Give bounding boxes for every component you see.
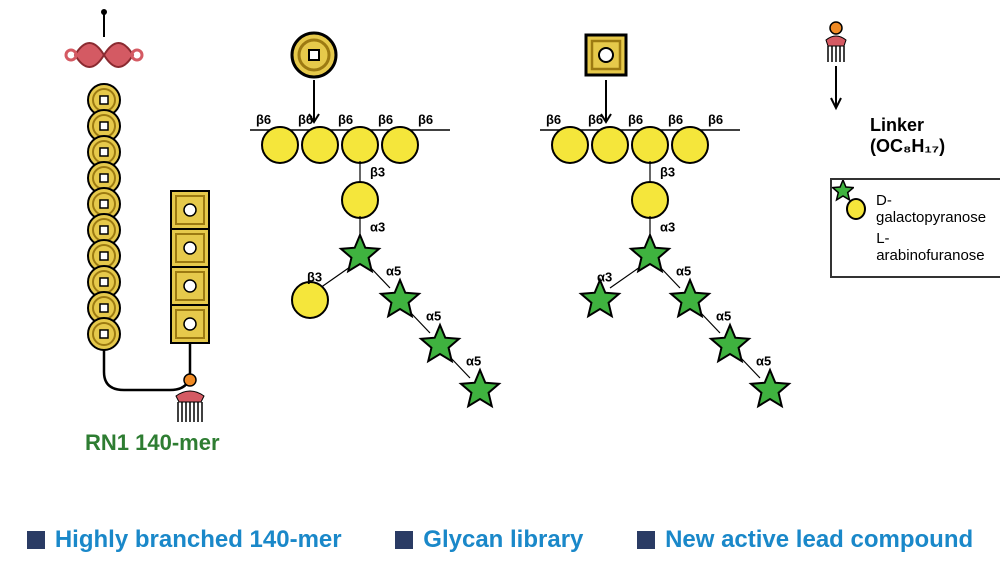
tag-2: New active lead compound (637, 526, 973, 554)
tag-sq-icon (637, 531, 655, 549)
tag-text: Highly branched 140-mer (55, 526, 342, 554)
svg-text:β6: β6 (708, 112, 723, 127)
bottom-tags: Highly branched 140-mer Glycan library N… (0, 526, 1000, 554)
legend-ara-label: L-arabinofuranose (876, 230, 988, 264)
svg-text:β6: β6 (418, 112, 433, 127)
legend-ara-icon (846, 236, 866, 258)
legend-gal-label: D-galactopyranose (876, 192, 988, 226)
svg-text:α5: α5 (386, 264, 401, 279)
tag-1: Glycan library (395, 526, 583, 554)
svg-text:β6: β6 (378, 112, 393, 127)
svg-text:β3: β3 (660, 165, 675, 180)
svg-text:α3: α3 (370, 220, 385, 235)
tag-text: Glycan library (423, 526, 583, 554)
svg-text:β6: β6 (256, 112, 271, 127)
tag-sq-icon (395, 531, 413, 549)
svg-text:β6: β6 (628, 112, 643, 127)
svg-text:α5: α5 (426, 309, 441, 324)
svg-text:α5: α5 (756, 354, 771, 369)
svg-text:β6: β6 (546, 112, 561, 127)
svg-text:β3: β3 (307, 270, 322, 285)
svg-text:β6: β6 (588, 112, 603, 127)
svg-text:β6: β6 (298, 112, 313, 127)
svg-text:β6: β6 (668, 112, 683, 127)
svg-text:β3: β3 (370, 165, 385, 180)
svg-text:α5: α5 (676, 264, 691, 279)
svg-text:α3: α3 (597, 270, 612, 285)
legend-row-ara: L-arabinofuranose (846, 230, 988, 264)
svg-text:α5: α5 (716, 309, 731, 324)
legend-box: D-galactopyranose L-arabinofuranose (830, 178, 1000, 278)
svg-text:α5: α5 (466, 354, 481, 369)
tag-text: New active lead compound (665, 526, 973, 554)
linker-label: Linker (OC₈H₁₇) (870, 115, 1000, 157)
svg-text:β6: β6 (338, 112, 353, 127)
legend-row-gal: D-galactopyranose (846, 192, 988, 226)
tag-0: Highly branched 140-mer (27, 526, 342, 554)
diagram-canvas: β6 β6 β6 β6 β6 β3 α3 β3 α5 α5 α5 β6 β6 β6 β6 β6 β3 α3 α3 α5… (0, 0, 1000, 578)
tag-sq-icon (27, 531, 45, 549)
rn1-label: RN1 140-mer (85, 430, 220, 456)
svg-text:α3: α3 (660, 220, 675, 235)
